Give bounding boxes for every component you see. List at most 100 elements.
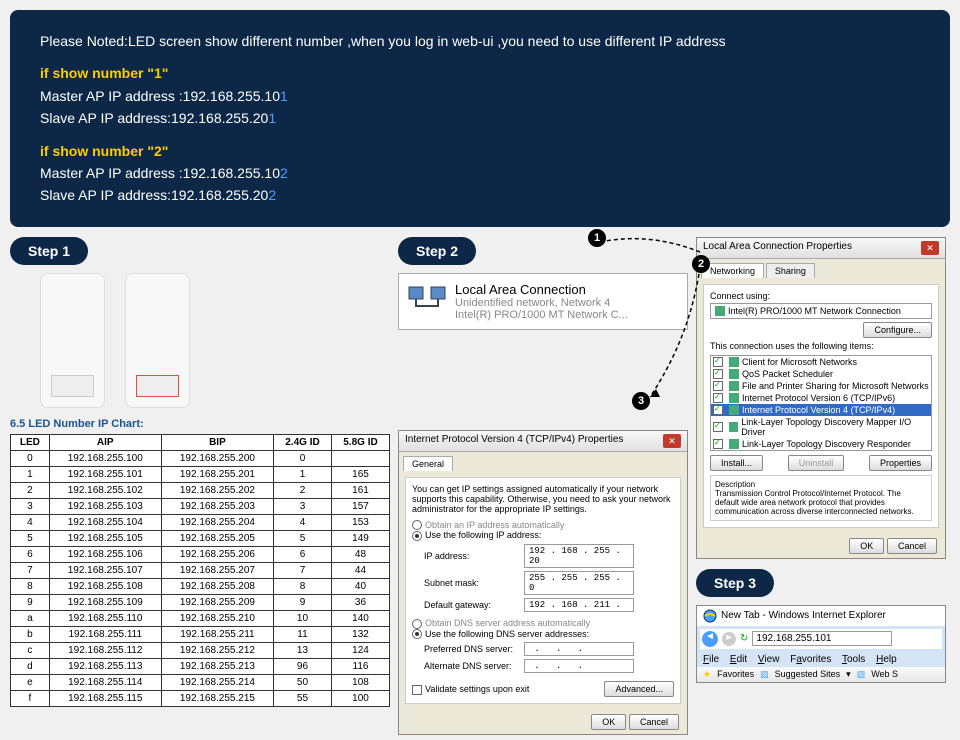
protocol-item[interactable]: Internet Protocol Version 4 (TCP/IPv4) bbox=[711, 404, 931, 416]
protocol-item[interactable]: Client for Microsoft Networks bbox=[711, 356, 931, 368]
protocol-icon bbox=[729, 439, 739, 449]
browser-menu: FFileile Edit View Favorites Tools Help bbox=[697, 652, 945, 667]
tab-sharing[interactable]: Sharing bbox=[766, 263, 815, 278]
refresh-icon[interactable]: ↻ bbox=[740, 633, 748, 644]
radio-manual-dns[interactable]: Use the following DNS server addresses: bbox=[412, 629, 674, 640]
desc-heading: Description bbox=[715, 480, 927, 489]
menu-favorites[interactable]: Favorites bbox=[790, 654, 831, 665]
ipv4-desc: You can get IP settings assigned automat… bbox=[412, 484, 674, 514]
checkbox-icon[interactable] bbox=[713, 439, 723, 449]
chart-col: 5.8G ID bbox=[331, 434, 389, 450]
circle-2: 2 bbox=[692, 255, 710, 273]
column-1: Step 1 6.5 LED Number IP Chart: LEDAIPBI… bbox=[10, 237, 390, 736]
banner-s1: Slave AP IP address:192.168.255.201 bbox=[40, 107, 920, 129]
checkbox-icon[interactable] bbox=[713, 357, 723, 367]
device-master bbox=[40, 273, 105, 408]
table-row: 3192.168.255.103192.168.255.2033157 bbox=[11, 498, 390, 514]
adapter-icon bbox=[715, 306, 725, 316]
protocol-item[interactable]: Link-Layer Topology Discovery Responder bbox=[711, 438, 931, 450]
table-row: b192.168.255.111192.168.255.21111132 bbox=[11, 626, 390, 642]
table-row: 9192.168.255.109192.168.255.209936 bbox=[11, 594, 390, 610]
table-row: 7192.168.255.107192.168.255.207744 bbox=[11, 562, 390, 578]
protocol-item[interactable]: Link-Layer Topology Discovery Mapper I/O… bbox=[711, 416, 931, 438]
ip-chart-table: LEDAIPBIP2.4G ID5.8G ID 0192.168.255.100… bbox=[10, 434, 390, 707]
adapter-name: Intel(R) PRO/1000 MT Network Connection bbox=[728, 306, 901, 316]
protocol-item[interactable]: File and Printer Sharing for Microsoft N… bbox=[711, 380, 931, 392]
chart-col: 2.4G ID bbox=[274, 434, 332, 450]
close-icon[interactable]: ✕ bbox=[921, 241, 939, 255]
protocol-icon bbox=[729, 381, 739, 391]
radio-auto-ip[interactable]: Obtain an IP address automatically bbox=[412, 520, 674, 531]
table-row: 5192.168.255.105192.168.255.2055149 bbox=[11, 530, 390, 546]
browser-window: New Tab - Windows Internet Explorer ◄ ► … bbox=[696, 605, 946, 683]
web-slice[interactable]: Web S bbox=[871, 669, 898, 679]
back-icon[interactable]: ◄ bbox=[702, 631, 718, 647]
lac-sub1: Unidentified network, Network 4 bbox=[455, 297, 628, 309]
chart-col: LED bbox=[11, 434, 50, 450]
menu-view[interactable]: View bbox=[758, 654, 780, 665]
banner-m1: Master AP IP address :192.168.255.101 bbox=[40, 85, 920, 107]
menu-help[interactable]: Help bbox=[876, 654, 897, 665]
protocol-item[interactable]: QoS Packet Scheduler bbox=[711, 368, 931, 380]
label-mask: Subnet mask: bbox=[424, 578, 524, 588]
checkbox-icon[interactable] bbox=[713, 381, 723, 391]
ok-button[interactable]: OK bbox=[591, 714, 626, 730]
table-row: 6192.168.255.106192.168.255.206648 bbox=[11, 546, 390, 562]
label-ip: IP address: bbox=[424, 551, 524, 561]
input-adns[interactable]: . . . bbox=[524, 659, 634, 673]
protocol-icon bbox=[729, 405, 739, 415]
input-gw[interactable]: 192 . 168 . 211 . bbox=[524, 598, 634, 612]
menu-tools[interactable]: Tools bbox=[842, 654, 865, 665]
table-row: 8192.168.255.108192.168.255.208840 bbox=[11, 578, 390, 594]
table-row: 1192.168.255.101192.168.255.2011165 bbox=[11, 466, 390, 482]
uninstall-button[interactable]: Uninstall bbox=[788, 455, 845, 471]
menu-file[interactable]: FFileile bbox=[703, 654, 719, 665]
checkbox-icon[interactable] bbox=[713, 369, 723, 379]
network-icon bbox=[407, 282, 447, 312]
forward-icon[interactable]: ► bbox=[722, 632, 736, 646]
checkbox-validate[interactable]: Validate settings upon exit bbox=[412, 684, 529, 695]
chart-col: AIP bbox=[49, 434, 161, 450]
device-slave bbox=[125, 273, 190, 408]
ok-button[interactable]: OK bbox=[849, 538, 884, 554]
radio-auto-dns[interactable]: Obtain DNS server address automatically bbox=[412, 618, 674, 629]
input-mask[interactable]: 255 . 255 . 255 . 0 bbox=[524, 571, 634, 595]
menu-edit[interactable]: Edit bbox=[730, 654, 747, 665]
label-items: This connection uses the following items… bbox=[710, 341, 932, 351]
banner-intro: Please Noted:LED screen show different n… bbox=[40, 30, 920, 52]
address-bar[interactable] bbox=[752, 631, 892, 646]
configure-button[interactable]: Configure... bbox=[863, 322, 932, 338]
input-pdns[interactable]: . . . bbox=[524, 642, 634, 656]
favorites-label[interactable]: Favorites bbox=[717, 669, 754, 679]
banner-h1: if show number "1" bbox=[40, 62, 920, 84]
table-row: 2192.168.255.102192.168.255.2022161 bbox=[11, 482, 390, 498]
table-row: e192.168.255.114192.168.255.21450108 bbox=[11, 674, 390, 690]
checkbox-icon[interactable] bbox=[713, 405, 723, 415]
suggested-sites[interactable]: Suggested Sites bbox=[775, 669, 841, 679]
checkbox-icon[interactable] bbox=[713, 422, 723, 432]
protocol-item[interactable]: Internet Protocol Version 6 (TCP/IPv6) bbox=[711, 392, 931, 404]
star-icon[interactable]: ★ bbox=[703, 669, 711, 680]
lac-properties-window: Local Area Connection Properties ✕ Netwo… bbox=[696, 237, 946, 559]
banner-h2: if show number "2" bbox=[40, 140, 920, 162]
checkbox-icon[interactable] bbox=[713, 393, 723, 403]
advanced-button[interactable]: Advanced... bbox=[604, 681, 674, 697]
ie-icon bbox=[703, 609, 717, 623]
install-button[interactable]: Install... bbox=[710, 455, 763, 471]
tab-networking[interactable]: Networking bbox=[701, 263, 764, 278]
lac-network-item[interactable]: Local Area Connection Unidentified netwo… bbox=[398, 273, 688, 330]
properties-button[interactable]: Properties bbox=[869, 455, 932, 471]
desc-text: Transmission Control Protocol/Internet P… bbox=[715, 489, 927, 516]
browser-title: New Tab - Windows Internet Explorer bbox=[721, 610, 886, 621]
cancel-button[interactable]: Cancel bbox=[887, 538, 937, 554]
cancel-button[interactable]: Cancel bbox=[629, 714, 679, 730]
device-images bbox=[40, 273, 390, 408]
input-ip[interactable]: 192 . 168 . 255 . 20 bbox=[524, 544, 634, 568]
table-row: 4192.168.255.104192.168.255.2044153 bbox=[11, 514, 390, 530]
protocol-icon bbox=[729, 422, 739, 432]
close-icon[interactable]: ✕ bbox=[663, 434, 681, 448]
table-row: d192.168.255.113192.168.255.21396116 bbox=[11, 658, 390, 674]
tab-general[interactable]: General bbox=[403, 456, 453, 471]
protocol-icon bbox=[729, 369, 739, 379]
radio-manual-ip[interactable]: Use the following IP address: bbox=[412, 530, 674, 541]
